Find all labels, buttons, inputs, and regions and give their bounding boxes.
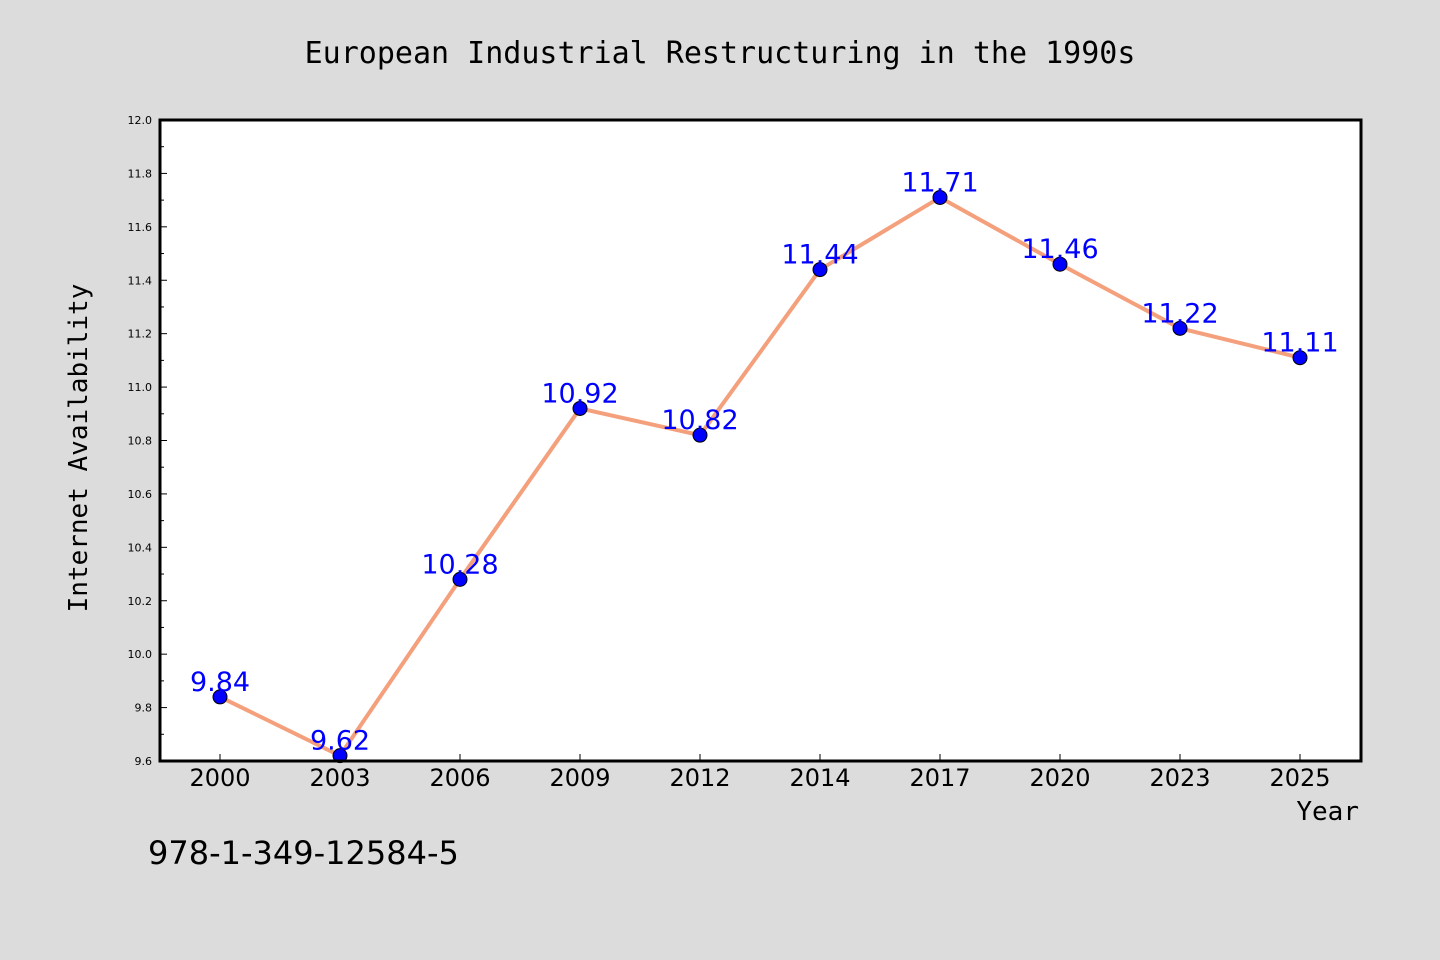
x-tick-label: 2000 (189, 764, 250, 792)
data-point (1292, 350, 1308, 366)
x-axis: 2000 2003 2006 2009 2012 2014 2017 2020 2023 2025 (189, 754, 1331, 792)
y-tick-label: 11.2 (128, 328, 153, 341)
y-tick-label: 11.6 (128, 221, 153, 234)
y-tick-label: 11.4 (128, 274, 153, 287)
data-point (452, 571, 468, 587)
footnote: 978-1-349-12584-5 (148, 834, 459, 872)
y-tick-label: 10.6 (128, 488, 153, 501)
data-label: 10.28 (421, 549, 498, 580)
data-markers (212, 189, 1308, 764)
plot-area (160, 120, 1361, 761)
data-label: 10.82 (661, 405, 738, 436)
y-tick-label: 10.8 (128, 435, 153, 448)
data-point (1052, 256, 1068, 272)
data-label: 11.11 (1261, 328, 1338, 359)
x-tick-label: 2025 (1269, 764, 1330, 792)
data-point (812, 262, 828, 278)
x-axis-label: Year (1296, 797, 1359, 827)
y-tick-label: 11.0 (128, 381, 153, 394)
y-tick-label: 10.0 (128, 648, 153, 661)
y-axis: 9.6 9.8 10.0 10.2 10.4 10.6 10.8 11.0 11.2 11.4 11… (128, 114, 167, 768)
data-label: 11.46 (1021, 234, 1098, 265)
y-tick-label: 9.6 (135, 755, 153, 768)
x-tick-label: 2009 (549, 764, 610, 792)
data-point (1172, 320, 1188, 336)
data-label: 11.22 (1141, 298, 1218, 329)
y-tick-label: 10.4 (128, 541, 153, 554)
data-label: 11.44 (781, 240, 858, 271)
y-tick-label: 9.8 (135, 702, 153, 715)
y-tick-label: 10.2 (128, 595, 153, 608)
data-label: 9.62 (310, 726, 370, 757)
y-axis-label: Internet Availability (64, 284, 94, 613)
y-tick-label: 11.8 (128, 167, 153, 180)
plot-frame (158, 118, 1363, 763)
data-label: 11.71 (901, 167, 978, 198)
data-label: 9.84 (190, 667, 250, 698)
series-line (219, 195, 1301, 758)
data-point (212, 689, 228, 705)
y-tick-label: 12.0 (128, 114, 153, 127)
x-tick-label: 2006 (429, 764, 490, 792)
data-point (572, 400, 588, 416)
x-tick-label: 2012 (669, 764, 730, 792)
data-labels: 9.84 9.62 10.28 10.92 10.82 11.44 11.71 11.46 11… (190, 167, 1339, 756)
x-tick-label: 2003 (309, 764, 370, 792)
x-tick-label: 2014 (789, 764, 850, 792)
data-label: 10.92 (541, 378, 618, 409)
chart-title: European Industrial Restructuring in the… (305, 36, 1136, 71)
data-point (692, 427, 708, 443)
data-point (932, 189, 948, 205)
x-tick-label: 2017 (909, 764, 970, 792)
data-point (332, 748, 348, 764)
x-tick-label: 2023 (1149, 764, 1210, 792)
x-tick-label: 2020 (1029, 764, 1090, 792)
